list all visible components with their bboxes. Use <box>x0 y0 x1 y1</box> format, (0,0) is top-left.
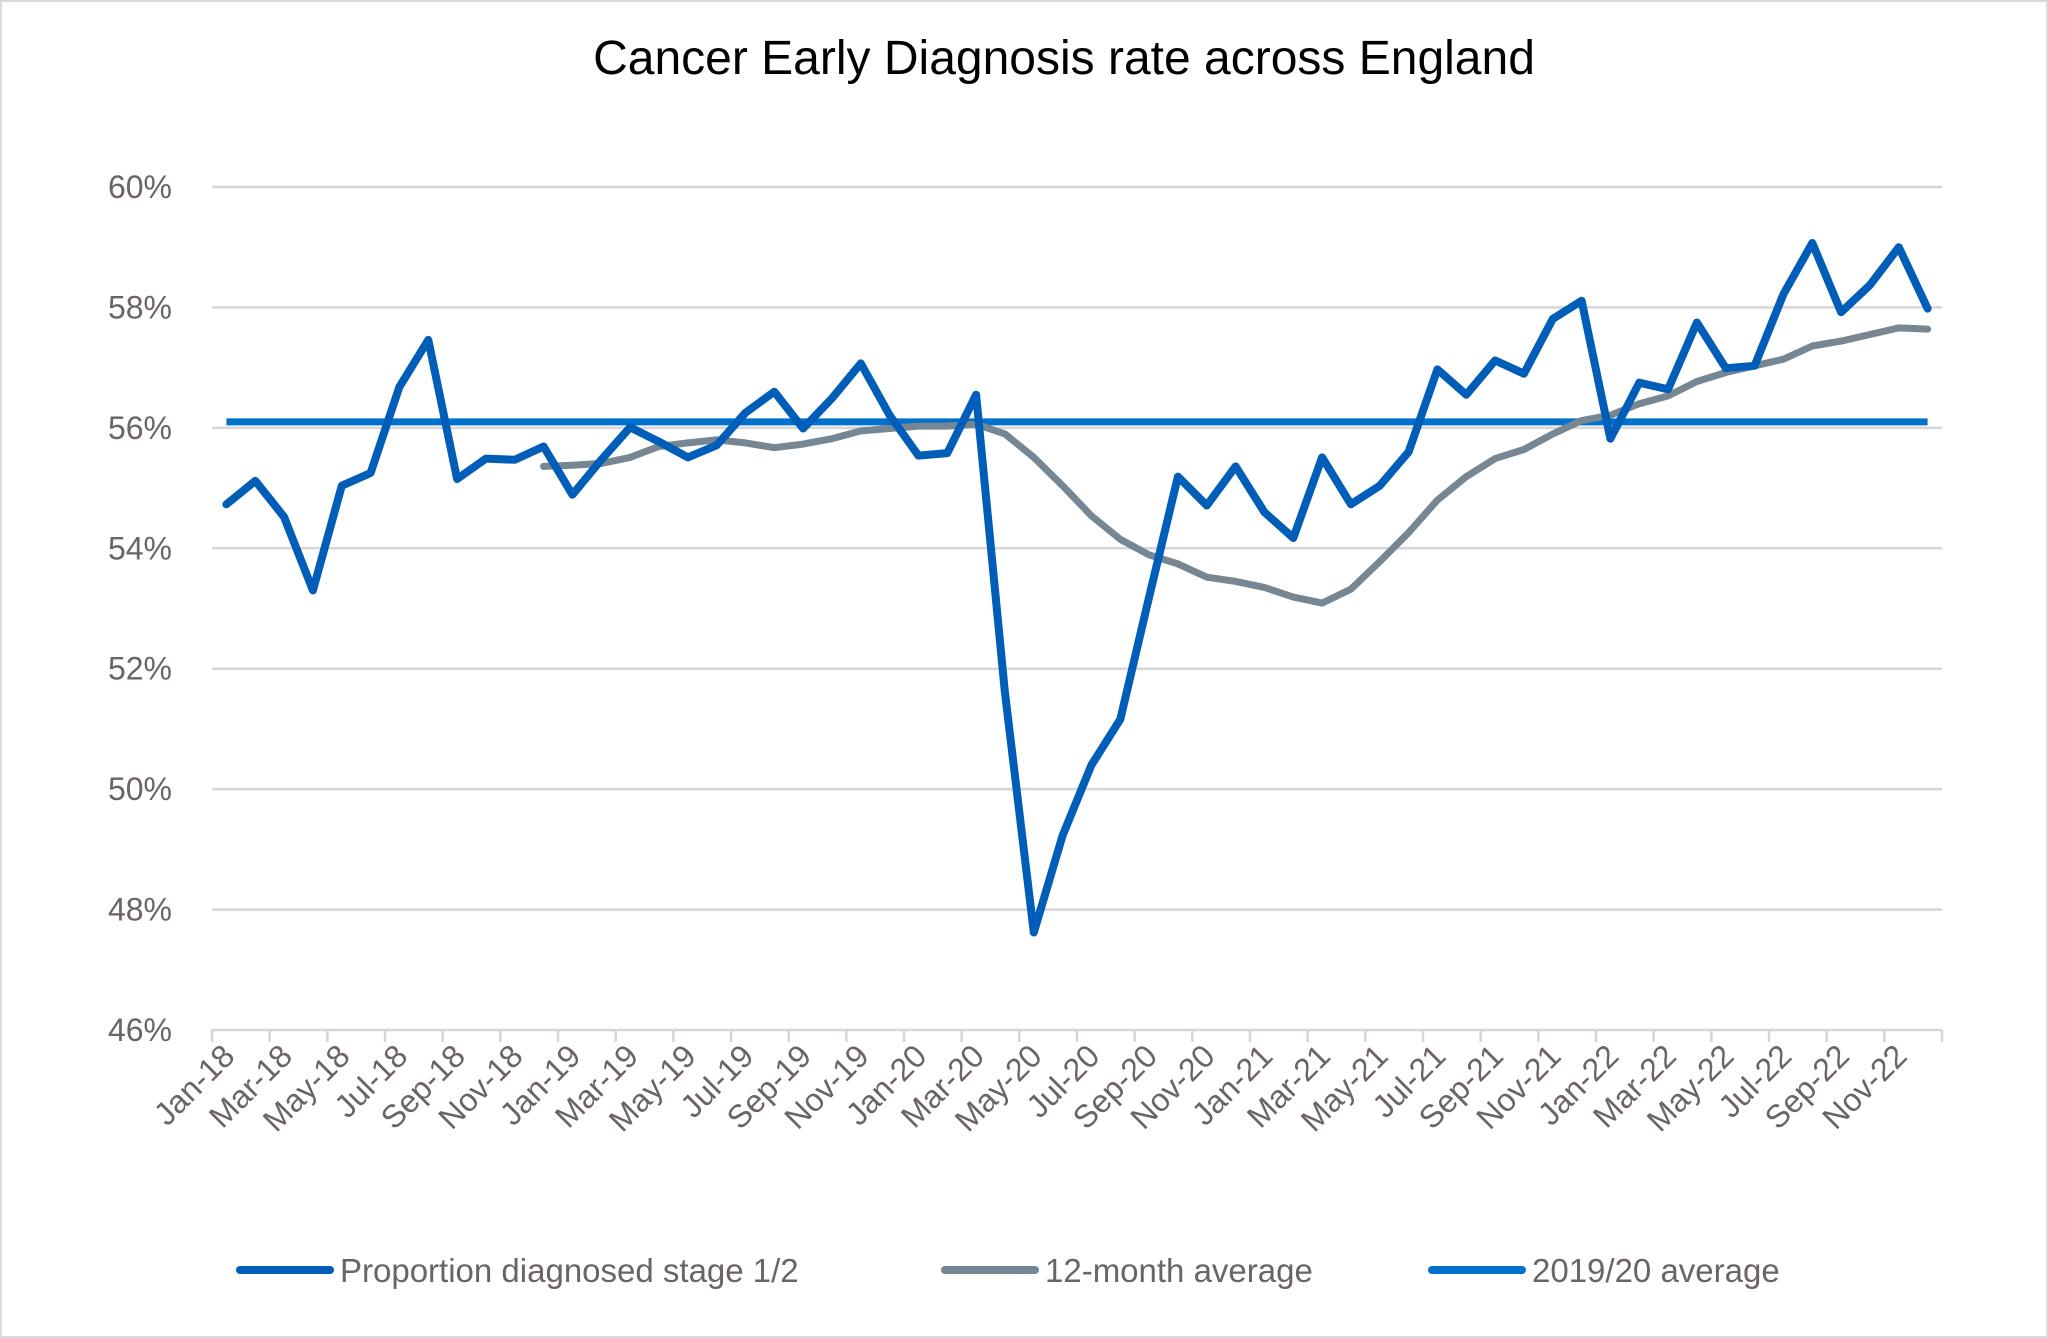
chart-title: Cancer Early Diagnosis rate across Engla… <box>593 32 1535 85</box>
series-line-proportion-stage-1-2 <box>222 239 1932 937</box>
y-tick-label: 46% <box>108 1012 172 1048</box>
legend-label: 2019/20 average <box>1532 1252 1780 1289</box>
series-line-12-month-average <box>540 324 1932 607</box>
legend-label: Proportion diagnosed stage 1/2 <box>340 1252 799 1289</box>
y-tick-label: 58% <box>108 289 172 325</box>
y-tick-label: 48% <box>108 892 172 928</box>
series-lines <box>222 239 1932 937</box>
y-tick-label: 54% <box>108 530 172 566</box>
x-axis: Jan-18Mar-18May-18Jul-18Sep-18Nov-18Jan-… <box>147 1028 1944 1138</box>
y-tick-label: 52% <box>108 651 172 687</box>
gridlines <box>212 185 1942 911</box>
y-tick-label: 60% <box>108 169 172 205</box>
legend: Proportion diagnosed stage 1/2 12-month a… <box>236 1252 1780 1289</box>
y-tick-label: 56% <box>108 410 172 446</box>
legend-label: 12-month average <box>1045 1252 1313 1289</box>
y-tick-label: 50% <box>108 771 172 807</box>
y-axis: 46% 48% 50% 52% 54% 56% 58% 60% <box>108 169 172 1048</box>
